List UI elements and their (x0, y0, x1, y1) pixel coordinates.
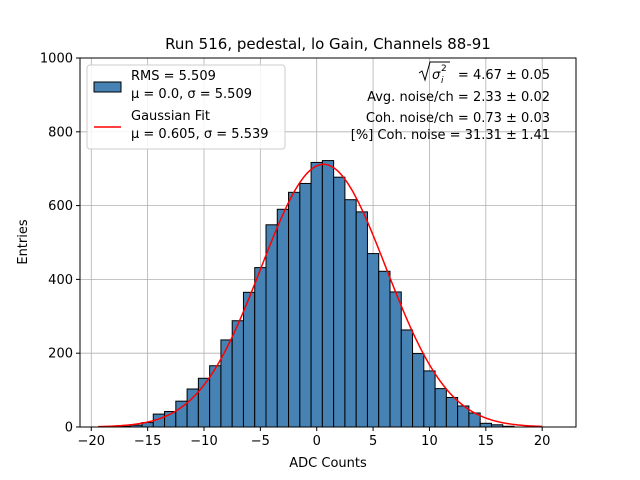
x-tick-label: 5 (369, 434, 377, 449)
sqrt-sigma-symbol: σ i 2 (418, 61, 450, 86)
coh-noise-text: Coh. noise/ch = 0.73 ± 0.03 (366, 111, 550, 126)
histogram-bar (412, 353, 425, 428)
x-tick-label: −10 (190, 434, 217, 449)
y-tick-label: 1000 (40, 52, 73, 67)
chart-title: Run 516, pedestal, lo Gain, Channels 88-… (165, 35, 491, 53)
y-tick-label: 200 (48, 347, 73, 362)
histogram-bar (344, 199, 357, 428)
x-tick-label: −5 (251, 434, 270, 449)
y-tick-label: 800 (48, 125, 73, 140)
histogram-bar (265, 224, 278, 428)
x-tick-label: −15 (134, 434, 161, 449)
histogram-bar (333, 176, 346, 428)
legend-box (86, 64, 286, 150)
legend-entry-histogram-line2: μ = 0.0, σ = 5.509 (131, 87, 252, 102)
x-tick-label: 10 (421, 434, 438, 449)
histogram-bar (400, 329, 414, 428)
histogram-bar (288, 191, 301, 428)
y-axis-ticks: 0 200 400 600 800 1000 (40, 52, 80, 436)
legend-entry-histogram-line1: RMS = 5.509 (131, 69, 216, 84)
sqrt-sigma-value: = 4.67 ± 0.05 (458, 68, 550, 83)
avg-noise-text: Avg. noise/ch = 2.33 ± 0.02 (367, 90, 550, 105)
histogram-bar (479, 422, 492, 428)
y-axis-label: Entries (16, 219, 31, 265)
legend-entry-fit-line2: μ = 0.605, σ = 5.539 (131, 127, 269, 142)
svg-text:2: 2 (441, 64, 447, 74)
histogram-bar (355, 211, 368, 428)
legend-bar-swatch (93, 81, 122, 93)
plot-frame (79, 57, 577, 428)
legend-entry-fit-line1: Gaussian Fit (131, 109, 210, 124)
x-tick-label: 0 (313, 434, 321, 449)
histogram-bar (254, 267, 267, 428)
histogram-bar (242, 291, 256, 428)
x-tick-label: 20 (534, 434, 551, 449)
histogram-bar (423, 370, 436, 428)
x-axis-label: ADC Counts (289, 456, 367, 471)
histogram-bars (118, 160, 515, 428)
histogram-bar (378, 270, 391, 428)
pct-coh-noise-text: [%] Coh. noise = 31.31 ± 1.41 (351, 128, 550, 143)
histogram-bar (321, 160, 335, 428)
x-axis-ticks: −20 −15 −10 −5 0 5 10 15 20 (78, 427, 551, 449)
y-tick-label: 0 (65, 421, 73, 436)
gaussian-fit-line (98, 163, 543, 428)
histogram-bar (366, 253, 380, 428)
histogram-bar (299, 182, 312, 428)
histogram-bar (445, 396, 459, 428)
histogram-bar (310, 161, 323, 428)
legend: RMS = 5.509 μ = 0.0, σ = 5.509 Gaussian … (86, 64, 286, 150)
histogram-bar (389, 291, 402, 428)
histogram-bar (220, 339, 233, 428)
y-tick-label: 600 (48, 199, 73, 214)
stats-annotations: σ i 2 = 4.67 ± 0.05 Avg. noise/ch = 2.33… (351, 61, 550, 143)
x-tick-label: 15 (478, 434, 495, 449)
x-tick-label: −20 (78, 434, 105, 449)
svg-text:i: i (441, 76, 444, 86)
histogram-bar (231, 320, 244, 428)
histogram-bar (434, 388, 447, 428)
histogram-bar (276, 208, 290, 428)
svg-text:σ: σ (432, 68, 441, 83)
y-tick-label: 400 (48, 273, 73, 288)
